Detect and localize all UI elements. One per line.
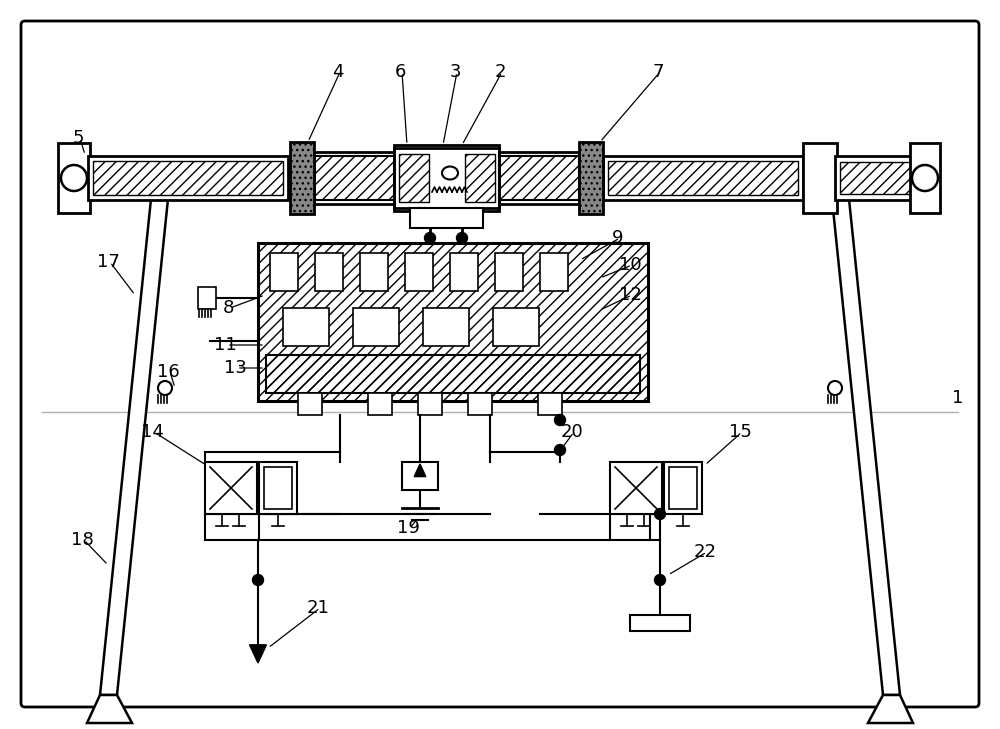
Bar	[360, 253, 388, 291]
Text: 21: 21	[307, 599, 329, 617]
Bar	[259, 462, 297, 514]
Text: 9: 9	[612, 229, 624, 247]
Bar	[394, 145, 499, 211]
Bar	[803, 143, 837, 213]
Bar	[410, 208, 483, 228]
Bar	[465, 154, 495, 202]
Circle shape	[912, 165, 938, 191]
Text: 10: 10	[619, 256, 641, 274]
Bar	[664, 462, 702, 514]
Bar	[290, 142, 314, 214]
Bar	[540, 253, 568, 291]
Bar	[405, 253, 433, 291]
Circle shape	[554, 415, 566, 426]
Bar	[314, 152, 394, 204]
Bar	[610, 462, 662, 514]
Text: 20: 20	[561, 423, 583, 441]
Bar	[603, 156, 803, 200]
Bar	[399, 154, 429, 202]
Circle shape	[252, 574, 264, 585]
Circle shape	[61, 165, 87, 191]
Text: 16: 16	[157, 363, 179, 381]
Bar	[418, 393, 442, 415]
Text: 8: 8	[222, 299, 234, 317]
Bar	[394, 148, 499, 208]
Circle shape	[424, 233, 436, 243]
Text: 2: 2	[494, 63, 506, 81]
Bar	[608, 161, 798, 195]
Bar	[499, 152, 579, 204]
Text: 15: 15	[729, 423, 751, 441]
Polygon shape	[87, 695, 132, 723]
Text: 18: 18	[71, 531, 93, 549]
Circle shape	[456, 233, 468, 243]
Bar	[88, 156, 288, 200]
Bar	[450, 253, 478, 291]
Text: 6: 6	[394, 63, 406, 81]
Bar	[368, 393, 392, 415]
Text: 4: 4	[332, 63, 344, 81]
Bar	[910, 143, 940, 213]
Text: 1: 1	[952, 389, 964, 407]
Bar	[258, 243, 648, 401]
Bar	[353, 308, 399, 346]
Bar	[58, 143, 90, 213]
Bar	[840, 162, 920, 194]
Text: 12: 12	[619, 286, 641, 304]
Bar	[468, 393, 492, 415]
Circle shape	[554, 445, 566, 456]
Bar	[538, 393, 562, 415]
Bar	[630, 615, 690, 631]
Ellipse shape	[442, 166, 458, 179]
Polygon shape	[250, 644, 266, 663]
Circle shape	[158, 381, 172, 395]
Bar	[205, 462, 257, 514]
Bar	[495, 253, 523, 291]
FancyBboxPatch shape	[21, 21, 979, 707]
Bar	[499, 156, 579, 200]
Bar	[402, 462, 438, 490]
Text: 13: 13	[224, 359, 246, 377]
Bar	[266, 355, 640, 393]
Text: 14: 14	[141, 423, 163, 441]
Text: 5: 5	[72, 129, 84, 147]
Circle shape	[828, 381, 842, 395]
Bar	[283, 308, 329, 346]
Text: 17: 17	[97, 253, 119, 271]
Circle shape	[654, 574, 666, 585]
Circle shape	[654, 509, 666, 520]
Bar	[93, 161, 283, 195]
Text: 3: 3	[449, 63, 461, 81]
Bar	[315, 253, 343, 291]
Text: 7: 7	[652, 63, 664, 81]
Polygon shape	[868, 695, 913, 723]
Bar	[835, 156, 925, 200]
Text: 22: 22	[694, 543, 716, 561]
Bar	[270, 253, 298, 291]
Text: 11: 11	[214, 336, 236, 354]
Polygon shape	[828, 160, 900, 695]
Polygon shape	[100, 160, 172, 695]
Bar	[314, 156, 394, 200]
Bar	[423, 308, 469, 346]
Text: 19: 19	[397, 519, 419, 537]
Bar	[298, 393, 322, 415]
Bar	[198, 287, 216, 309]
Polygon shape	[414, 464, 426, 477]
Bar	[493, 308, 539, 346]
Bar	[579, 142, 603, 214]
